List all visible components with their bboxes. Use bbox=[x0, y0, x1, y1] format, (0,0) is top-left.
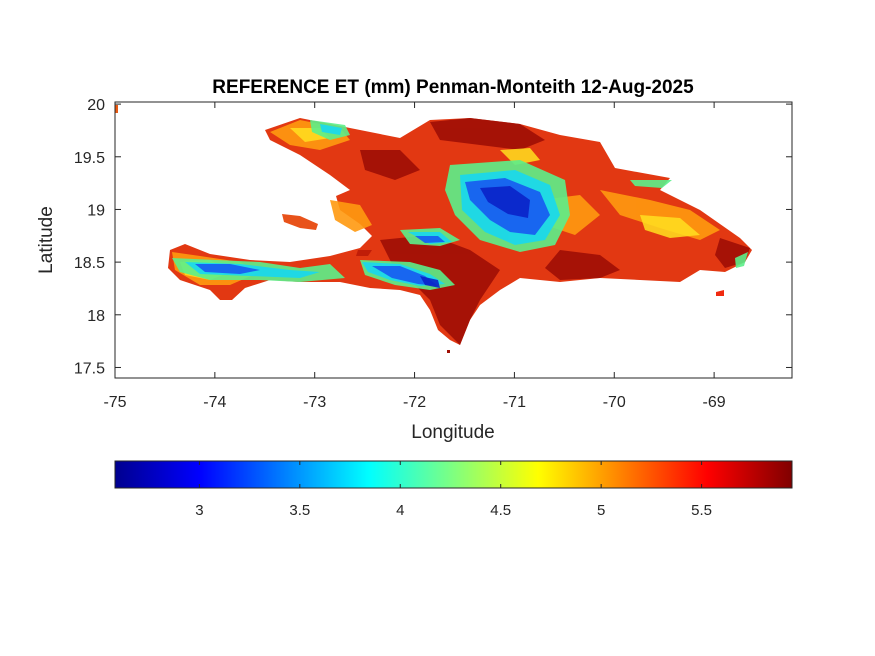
x-axis: -75 -74 -73 -72 -71 -70 -69 bbox=[103, 102, 726, 411]
colorbar-tick-label: 5 bbox=[597, 502, 605, 519]
y-axis: 17.5 18 18.5 19 19.5 20 bbox=[74, 97, 792, 377]
edge-artifact bbox=[115, 105, 118, 113]
chart-title: REFERENCE ET (mm) Penman-Monteith 12-Aug… bbox=[212, 77, 694, 98]
y-tick-label: 19 bbox=[87, 202, 105, 219]
x-tick-label: -69 bbox=[703, 394, 726, 411]
map-layer bbox=[115, 105, 752, 353]
x-tick-label: -74 bbox=[203, 394, 226, 411]
colorbar-ticks: 3 3.5 4 4.5 5 5.5 bbox=[195, 461, 712, 519]
y-tick-label: 18.5 bbox=[74, 255, 105, 272]
y-tick-label: 17.5 bbox=[74, 360, 105, 377]
colorbar-tick-label: 4.5 bbox=[490, 502, 511, 519]
y-tick-label: 18 bbox=[87, 308, 105, 325]
colorbar-tick-label: 3.5 bbox=[289, 502, 310, 519]
y-tick-label: 20 bbox=[87, 97, 105, 114]
x-axis-label: Longitude bbox=[411, 422, 494, 443]
colorbar-tick-label: 3 bbox=[195, 502, 203, 519]
island-hispaniola bbox=[168, 118, 752, 345]
island-tortuga bbox=[282, 214, 318, 230]
islet-beata bbox=[447, 350, 450, 353]
x-tick-label: -71 bbox=[503, 394, 526, 411]
x-tick-label: -70 bbox=[603, 394, 626, 411]
island-saona bbox=[716, 290, 724, 296]
plot-area bbox=[114, 101, 793, 379]
y-axis-label: Latitude bbox=[36, 206, 57, 274]
deep-blue-zones bbox=[420, 186, 530, 288]
x-tick-label: -75 bbox=[103, 394, 126, 411]
colorbar-tick-label: 4 bbox=[396, 502, 404, 519]
island-gonave bbox=[356, 250, 372, 256]
colorbar bbox=[114, 460, 793, 489]
y-tick-label: 19.5 bbox=[74, 150, 105, 167]
x-tick-label: -73 bbox=[303, 394, 326, 411]
colorbar-tick-label: 5.5 bbox=[691, 502, 712, 519]
x-tick-label: -72 bbox=[403, 394, 426, 411]
